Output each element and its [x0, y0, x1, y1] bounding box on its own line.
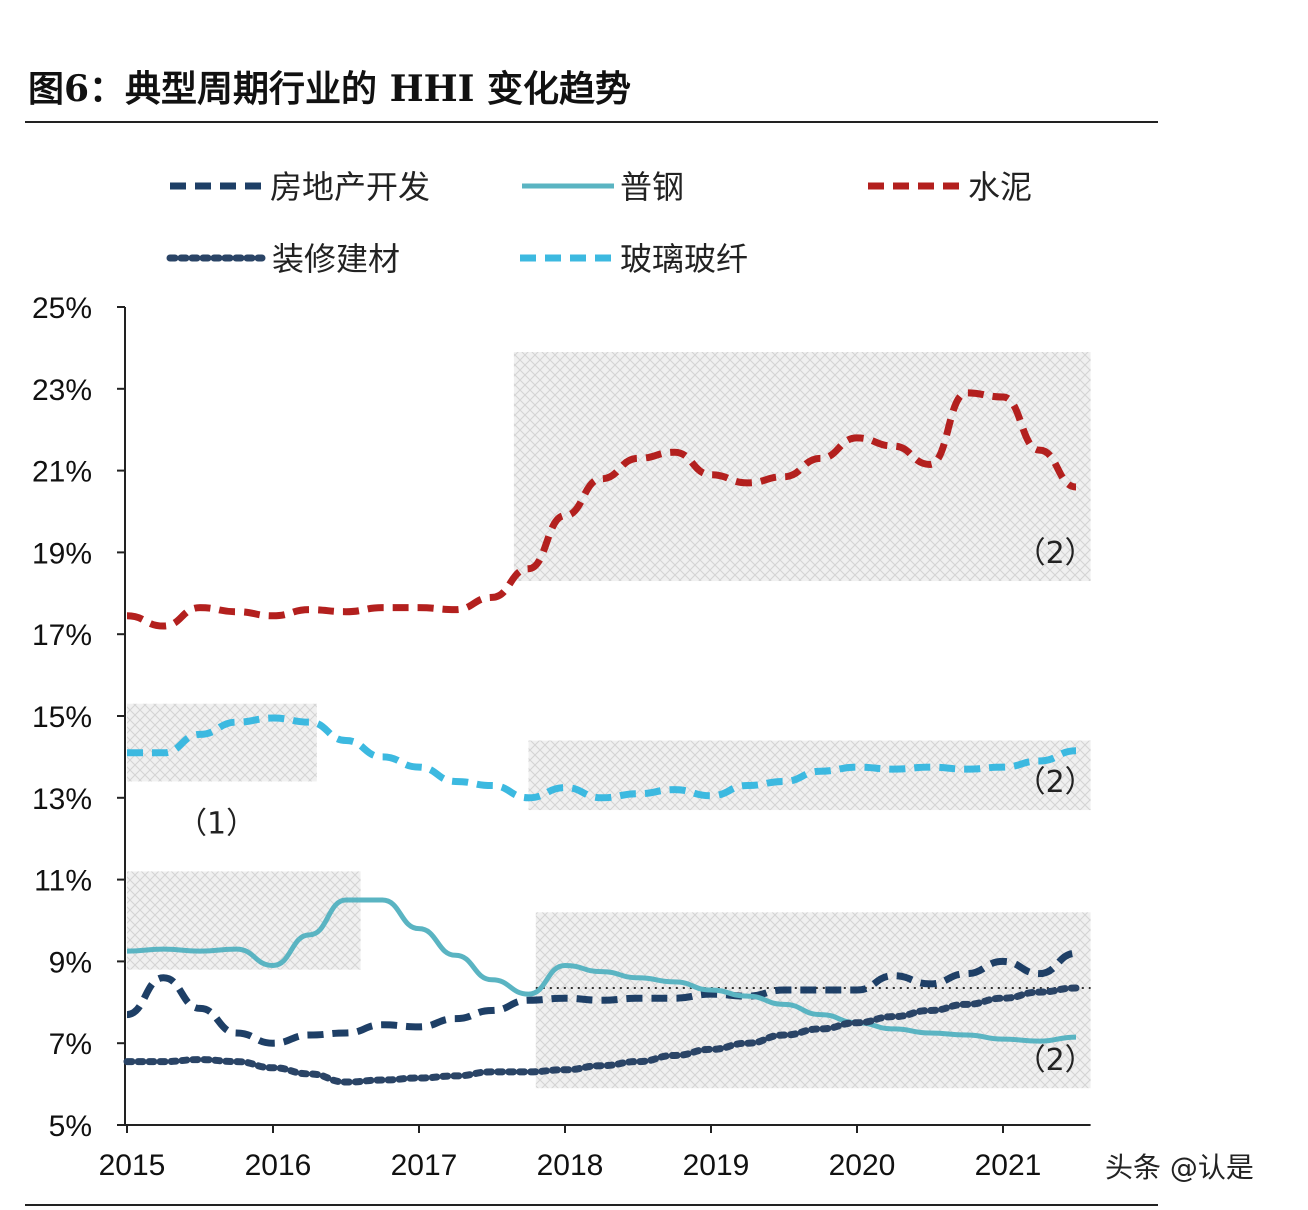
y-tick-label: 13% [32, 783, 92, 816]
y-tick-label: 17% [32, 619, 92, 652]
x-tick-label: 2020 [829, 1149, 896, 1182]
region-label: （1） [177, 806, 256, 841]
x-tick-label: 2015 [99, 1149, 166, 1182]
legend-label: 装修建材 [272, 240, 400, 278]
y-tick-label: 15% [32, 701, 92, 734]
y-tick-label: 21% [32, 456, 92, 489]
legend-label: 房地产开发 [270, 168, 430, 206]
shaded-region [513, 351, 1091, 582]
y-tick-label: 9% [49, 946, 92, 979]
bottom-rule [25, 1204, 1158, 1206]
series-line-2 [126, 897, 1077, 1044]
shaded-region [528, 740, 1091, 811]
y-tick-label: 11% [34, 865, 92, 898]
chart-title: 图6：典型周期行业的 HHI 变化趋势 [28, 68, 631, 110]
y-tick-label: 23% [32, 374, 92, 407]
x-tick-label: 2017 [391, 1149, 458, 1182]
shaded-region [127, 703, 317, 782]
x-tick-label: 2016 [245, 1149, 312, 1182]
region-label: （2） [1016, 765, 1095, 800]
y-tick-label: 7% [49, 1028, 92, 1061]
x-tick-label: 2021 [975, 1149, 1042, 1182]
legend-label: 普钢 [620, 168, 684, 206]
y-tick-label: 5% [49, 1110, 92, 1143]
x-tick-label: 2018 [537, 1149, 604, 1182]
y-tick-label: 25% [32, 292, 92, 325]
legend-label: 水泥 [968, 168, 1032, 206]
shaded-region [127, 871, 361, 970]
y-tick-label: 19% [32, 537, 92, 570]
watermark: 头条 @认是 [1105, 1151, 1254, 1184]
region-label: （2） [1016, 1043, 1095, 1078]
x-tick-label: 2019 [683, 1149, 750, 1182]
top-rule [25, 121, 1158, 123]
region-label: （2） [1016, 536, 1095, 571]
legend-label: 玻璃玻纤 [620, 240, 748, 278]
